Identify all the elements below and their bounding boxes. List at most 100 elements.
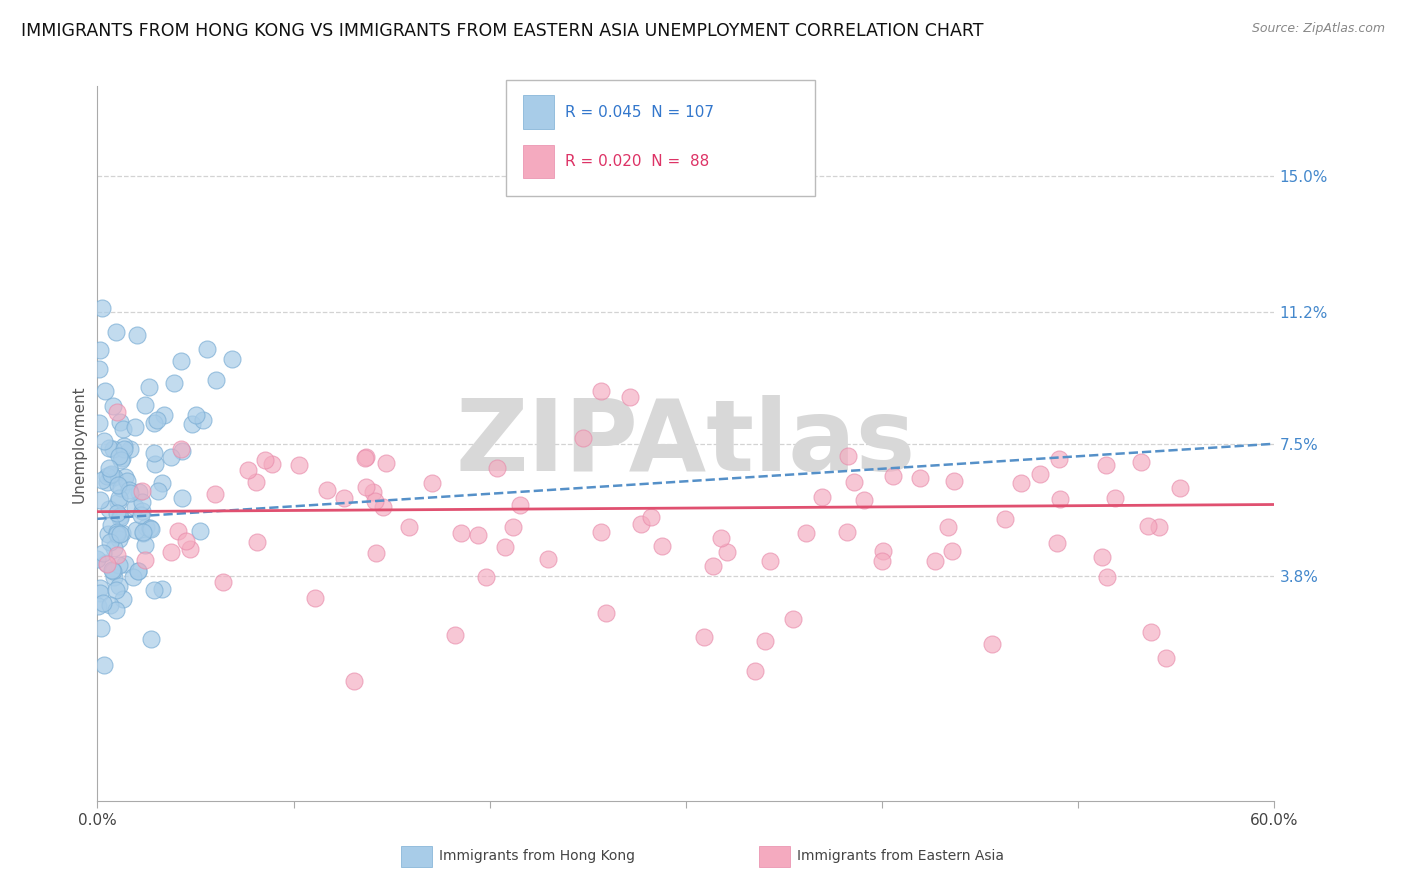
Point (107, 549, 129, 563)
Point (1029, 467, 1052, 482)
Point (467, 527, 489, 541)
Point (105, 524, 128, 539)
Point (1140, 625, 1163, 640)
Point (180, 417, 202, 431)
Point (105, 603, 128, 617)
Point (640, 510, 662, 524)
Point (1154, 650, 1177, 665)
Point (103, 541, 125, 555)
Point (105, 506, 128, 520)
Point (146, 484, 169, 499)
Point (100, 467, 122, 482)
Point (333, 491, 356, 506)
Point (142, 417, 165, 431)
Point (1049, 491, 1071, 506)
Point (142, 446, 165, 460)
Point (134, 538, 156, 552)
Point (363, 485, 385, 500)
Point (193, 413, 215, 427)
Point (108, 509, 131, 524)
Point (170, 353, 193, 368)
Point (108, 449, 131, 463)
Point (114, 470, 136, 484)
Point (1095, 458, 1118, 472)
Point (782, 612, 804, 626)
Point (103, 442, 125, 456)
Point (188, 524, 211, 538)
Point (872, 554, 894, 568)
Point (150, 582, 173, 596)
Point (595, 606, 617, 620)
Point (125, 524, 148, 538)
Point (100, 518, 122, 533)
Point (186, 408, 208, 422)
Point (450, 526, 472, 541)
Point (86, 552, 108, 566)
Point (89, 416, 111, 430)
Point (107, 495, 129, 509)
Point (100, 467, 122, 482)
Point (1136, 518, 1159, 533)
Point (702, 559, 724, 574)
Point (110, 511, 132, 525)
Point (163, 376, 186, 391)
Point (110, 453, 132, 467)
Point (91, 546, 114, 560)
Point (112, 440, 135, 454)
Point (105, 325, 128, 339)
Point (131, 495, 153, 509)
Point (125, 327, 148, 342)
Text: R = 0.020  N =  88: R = 0.020 N = 88 (565, 154, 710, 169)
Point (97, 527, 120, 541)
Point (872, 544, 894, 558)
Point (941, 544, 963, 558)
Point (716, 545, 738, 559)
Point (139, 522, 162, 536)
Point (89, 492, 111, 507)
Point (179, 541, 201, 556)
Point (107, 478, 129, 492)
Point (908, 471, 931, 485)
Point (134, 553, 156, 567)
Point (509, 498, 531, 512)
Point (87, 599, 110, 614)
Point (112, 442, 135, 457)
Point (924, 554, 946, 568)
Point (114, 557, 136, 571)
Point (1168, 481, 1191, 495)
Point (1129, 455, 1152, 469)
Point (135, 520, 157, 534)
Point (936, 519, 959, 533)
Point (420, 476, 443, 491)
Y-axis label: Unemployment: Unemployment (72, 385, 86, 502)
Point (143, 582, 166, 597)
Point (153, 408, 176, 422)
Text: R = 0.045  N = 107: R = 0.045 N = 107 (565, 105, 714, 120)
Point (502, 520, 524, 534)
Point (129, 508, 152, 523)
Point (127, 565, 149, 579)
Point (364, 546, 387, 560)
Point (89, 581, 111, 595)
Point (96, 557, 118, 571)
Point (96, 475, 118, 489)
Point (96, 468, 118, 483)
Point (103, 470, 125, 484)
Point (853, 493, 876, 508)
Point (134, 398, 156, 412)
Point (486, 460, 509, 475)
Point (167, 524, 190, 538)
Point (124, 420, 146, 434)
Point (97, 441, 120, 455)
Point (98, 501, 121, 516)
Point (170, 442, 193, 456)
Point (131, 484, 153, 499)
Point (132, 526, 155, 541)
Point (942, 474, 965, 488)
Point (94, 384, 117, 398)
Point (619, 391, 641, 405)
Point (111, 526, 134, 541)
Point (170, 443, 193, 458)
Point (103, 570, 125, 584)
Point (1147, 520, 1170, 534)
